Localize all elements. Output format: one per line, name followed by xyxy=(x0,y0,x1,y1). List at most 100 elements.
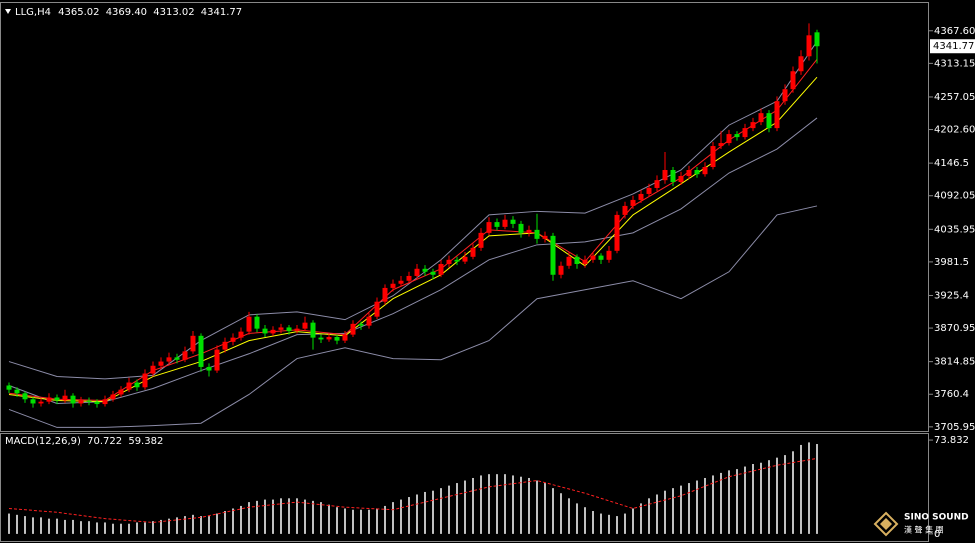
y-tick-label: 4367.60 xyxy=(934,26,975,37)
candle-body xyxy=(270,329,276,334)
macd-bar xyxy=(544,483,546,534)
macd-bar xyxy=(424,491,426,534)
candle-body xyxy=(478,232,484,248)
macd-bar xyxy=(528,477,530,534)
candle-body xyxy=(62,395,68,401)
candle-body xyxy=(414,268,420,276)
candle-body xyxy=(446,259,452,264)
candle-body xyxy=(38,401,44,404)
candle-body xyxy=(614,214,620,251)
macd-bar xyxy=(512,475,514,534)
candle-body xyxy=(742,128,748,138)
macd-bar xyxy=(608,514,610,534)
candle-body xyxy=(406,275,412,281)
candle-body xyxy=(102,399,108,405)
candle-body xyxy=(734,134,740,138)
macd-bar xyxy=(376,508,378,534)
macd-bar xyxy=(320,502,322,534)
candle-body xyxy=(358,323,364,326)
macd-bar xyxy=(456,483,458,534)
candle-body xyxy=(310,322,316,338)
y-tick-label: 4146.5 xyxy=(934,158,969,169)
symbol: LLG,H4 xyxy=(15,7,51,18)
candle-body xyxy=(222,341,228,350)
candle-body xyxy=(646,187,652,194)
candle-body xyxy=(782,89,788,102)
macd-bar xyxy=(800,444,802,534)
candle-body xyxy=(70,395,76,404)
macd-bar xyxy=(744,466,746,534)
candle-body xyxy=(494,222,500,227)
candle-body xyxy=(206,366,212,371)
macd-header: MACD(12,26,9) 70.722 59.382 xyxy=(5,436,163,447)
candle-body xyxy=(46,397,52,402)
candle-body xyxy=(726,134,732,144)
macd-title: MACD(12,26,9) xyxy=(5,436,81,447)
macd-bar xyxy=(696,480,698,534)
macd-bar xyxy=(584,507,586,534)
macd-bar xyxy=(672,488,674,534)
macd-bar xyxy=(56,518,58,534)
macd-bar xyxy=(336,507,338,534)
candle-body xyxy=(278,327,284,330)
candle-body xyxy=(54,397,60,401)
macd-bar xyxy=(40,517,42,534)
candle-body xyxy=(158,361,164,366)
candle-body xyxy=(678,175,684,182)
macd-bar xyxy=(176,517,178,534)
macd-bar xyxy=(168,518,170,534)
macd-bar xyxy=(624,513,626,534)
candle-body xyxy=(22,393,28,400)
watermark-sub: 漢 聲 集 團 xyxy=(904,525,944,535)
y-tick-label: 0 xyxy=(934,529,940,540)
open-label: 4365.02 xyxy=(58,7,99,18)
macd-bar xyxy=(664,490,666,534)
candle-body xyxy=(638,193,644,200)
current-price-box xyxy=(930,39,975,54)
watermark: SINO SOUND 漢 聲 集 團 xyxy=(873,511,969,537)
macd-bar xyxy=(128,523,130,534)
candle-body xyxy=(582,259,588,264)
macd-bar xyxy=(72,519,74,534)
candle-body xyxy=(710,146,716,168)
candle-body xyxy=(382,287,388,302)
macd-bar xyxy=(288,498,290,534)
y-tick-label: 4092.05 xyxy=(934,191,975,202)
y-tick-label: 4035.95 xyxy=(934,224,975,235)
candle-body xyxy=(654,180,660,188)
close-label: 4341.77 xyxy=(201,7,242,18)
candle-body xyxy=(246,316,252,332)
high-label: 4369.40 xyxy=(106,7,147,18)
y-tick-label: 4257.05 xyxy=(934,92,975,103)
macd-bar xyxy=(80,521,82,534)
candle-body xyxy=(702,167,708,175)
candle-body xyxy=(606,250,612,260)
candle-body xyxy=(190,335,196,352)
candle-body xyxy=(694,170,700,175)
macd-bar xyxy=(472,477,474,534)
y-tick-label: 4313.15 xyxy=(934,58,975,69)
y-tick-label: 4202.60 xyxy=(934,125,975,136)
macd-bar xyxy=(776,457,778,534)
macd-bar xyxy=(408,497,410,534)
candle-body xyxy=(78,400,84,404)
candle-body xyxy=(174,357,180,360)
candle-body xyxy=(150,365,156,374)
macd-bar xyxy=(760,462,762,534)
candle-body xyxy=(718,143,724,147)
low-label: 4313.02 xyxy=(153,7,194,18)
macd-bar xyxy=(616,516,618,534)
macd-bar xyxy=(568,498,570,534)
macd-bar xyxy=(304,499,306,534)
logo xyxy=(873,511,899,537)
macd-bar xyxy=(632,508,634,534)
macd-bar xyxy=(88,521,90,534)
macd-bar xyxy=(440,488,442,534)
macd-bar xyxy=(32,517,34,534)
macd-bar xyxy=(656,494,658,534)
y-tick-label: 3981.5 xyxy=(934,257,969,268)
macd-bar xyxy=(536,480,538,534)
macd-bar xyxy=(752,464,754,534)
